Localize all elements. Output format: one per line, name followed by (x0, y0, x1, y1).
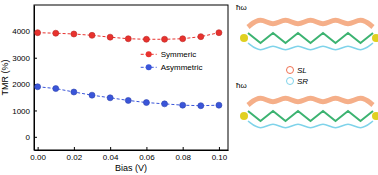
series-marker (53, 86, 59, 92)
y-tick-label: 4000 (12, 27, 30, 36)
series-marker (143, 36, 149, 42)
series-marker (71, 31, 77, 37)
x-tick-mark (110, 147, 111, 150)
legend-marker (146, 51, 152, 57)
electrode (372, 112, 378, 120)
legend-marker (146, 64, 152, 70)
x-tick-mark (146, 147, 147, 150)
y-tick-label: 3000 (12, 54, 30, 63)
y-tick-label: 2000 (12, 80, 30, 89)
x-tick-mark (38, 147, 39, 150)
y-tick: 0 (26, 133, 37, 142)
series-marker (125, 36, 131, 42)
legend: Symmeric Asymmetric (141, 50, 203, 72)
legend-entry: Asymmetric (141, 63, 203, 72)
series-marker (162, 36, 168, 42)
y-tick-mark (34, 137, 37, 138)
legend-entry: Symmeric (141, 50, 197, 59)
spin-wave (248, 121, 373, 128)
series-marker (216, 102, 222, 108)
y-tick: 3000 (12, 54, 37, 63)
x-tick-mark (74, 147, 75, 150)
x-axis-line (35, 150, 229, 151)
molecule-chain (248, 111, 373, 121)
wave (248, 98, 373, 105)
series-marker (107, 95, 113, 101)
y-tick-label: 0 (26, 133, 31, 142)
series-marker (35, 84, 41, 90)
electrode (240, 34, 248, 42)
y-tick: 4000 (12, 27, 37, 36)
x-tick: 0.06 (139, 147, 155, 162)
x-tick: 0.08 (175, 147, 191, 162)
y-tick-label: 1000 (12, 107, 30, 116)
molecule-chain (248, 33, 373, 43)
series-marker (89, 32, 95, 38)
series-line (38, 87, 219, 106)
annotation-swatch (287, 78, 294, 85)
legend-label: Symmeric (161, 50, 197, 59)
spin-wave (248, 43, 373, 50)
x-tick: 0.10 (212, 147, 228, 162)
series-marker (216, 30, 222, 36)
annotation: SL (297, 66, 307, 75)
series-marker (107, 34, 113, 40)
x-tick: 0.02 (67, 147, 83, 162)
x-tick-label: 0.10 (212, 153, 228, 162)
y-tick: 2000 (12, 80, 37, 89)
series-marker (125, 97, 131, 103)
chart: 0.00 0.02 0.04 0.06 0.08 0.10 0 1000 2000 3000 400… (0, 0, 378, 175)
series-marker (143, 100, 149, 106)
x-axis-title: Bias (V) (115, 163, 147, 173)
annotation: ħω (236, 3, 247, 12)
annotation: SR (297, 77, 308, 86)
x-axis: 0.00 0.02 0.04 0.06 0.08 0.10 (30, 147, 228, 162)
schematic: ħω ħω SL SR (236, 3, 378, 128)
x-tick: 0.00 (30, 147, 46, 162)
wave (248, 20, 373, 27)
series-marker (162, 101, 168, 107)
series-marker (71, 89, 77, 95)
series-marker (35, 30, 41, 36)
x-tick: 0.04 (103, 147, 119, 162)
electrode (240, 112, 248, 120)
x-tick-mark (219, 147, 220, 150)
y-tick-mark (34, 110, 37, 111)
x-tick-label: 0.02 (67, 153, 83, 162)
series-marker (180, 102, 186, 108)
y-axis: 0 1000 2000 3000 4000 (12, 6, 37, 151)
x-tick-label: 0.00 (30, 153, 46, 162)
x-tick-label: 0.04 (103, 153, 119, 162)
annotation: ħω (236, 81, 247, 90)
x-tick-mark (183, 147, 184, 150)
series-marker (89, 92, 95, 98)
plot-area (35, 30, 222, 109)
series-marker (198, 103, 204, 109)
legend-label: Asymmetric (161, 63, 203, 72)
y-axis-title: TMR (%) (0, 60, 10, 96)
plot-frame (34, 5, 228, 150)
series-marker (180, 36, 186, 42)
y-tick-mark (34, 58, 37, 59)
x-tick-label: 0.06 (139, 153, 155, 162)
annotation-swatch (287, 67, 294, 74)
electrode (372, 34, 378, 42)
x-tick-label: 0.08 (175, 153, 191, 162)
y-tick: 1000 (12, 107, 37, 116)
y-axis-line (34, 6, 35, 151)
series-marker (198, 34, 204, 40)
series-marker (53, 30, 59, 36)
